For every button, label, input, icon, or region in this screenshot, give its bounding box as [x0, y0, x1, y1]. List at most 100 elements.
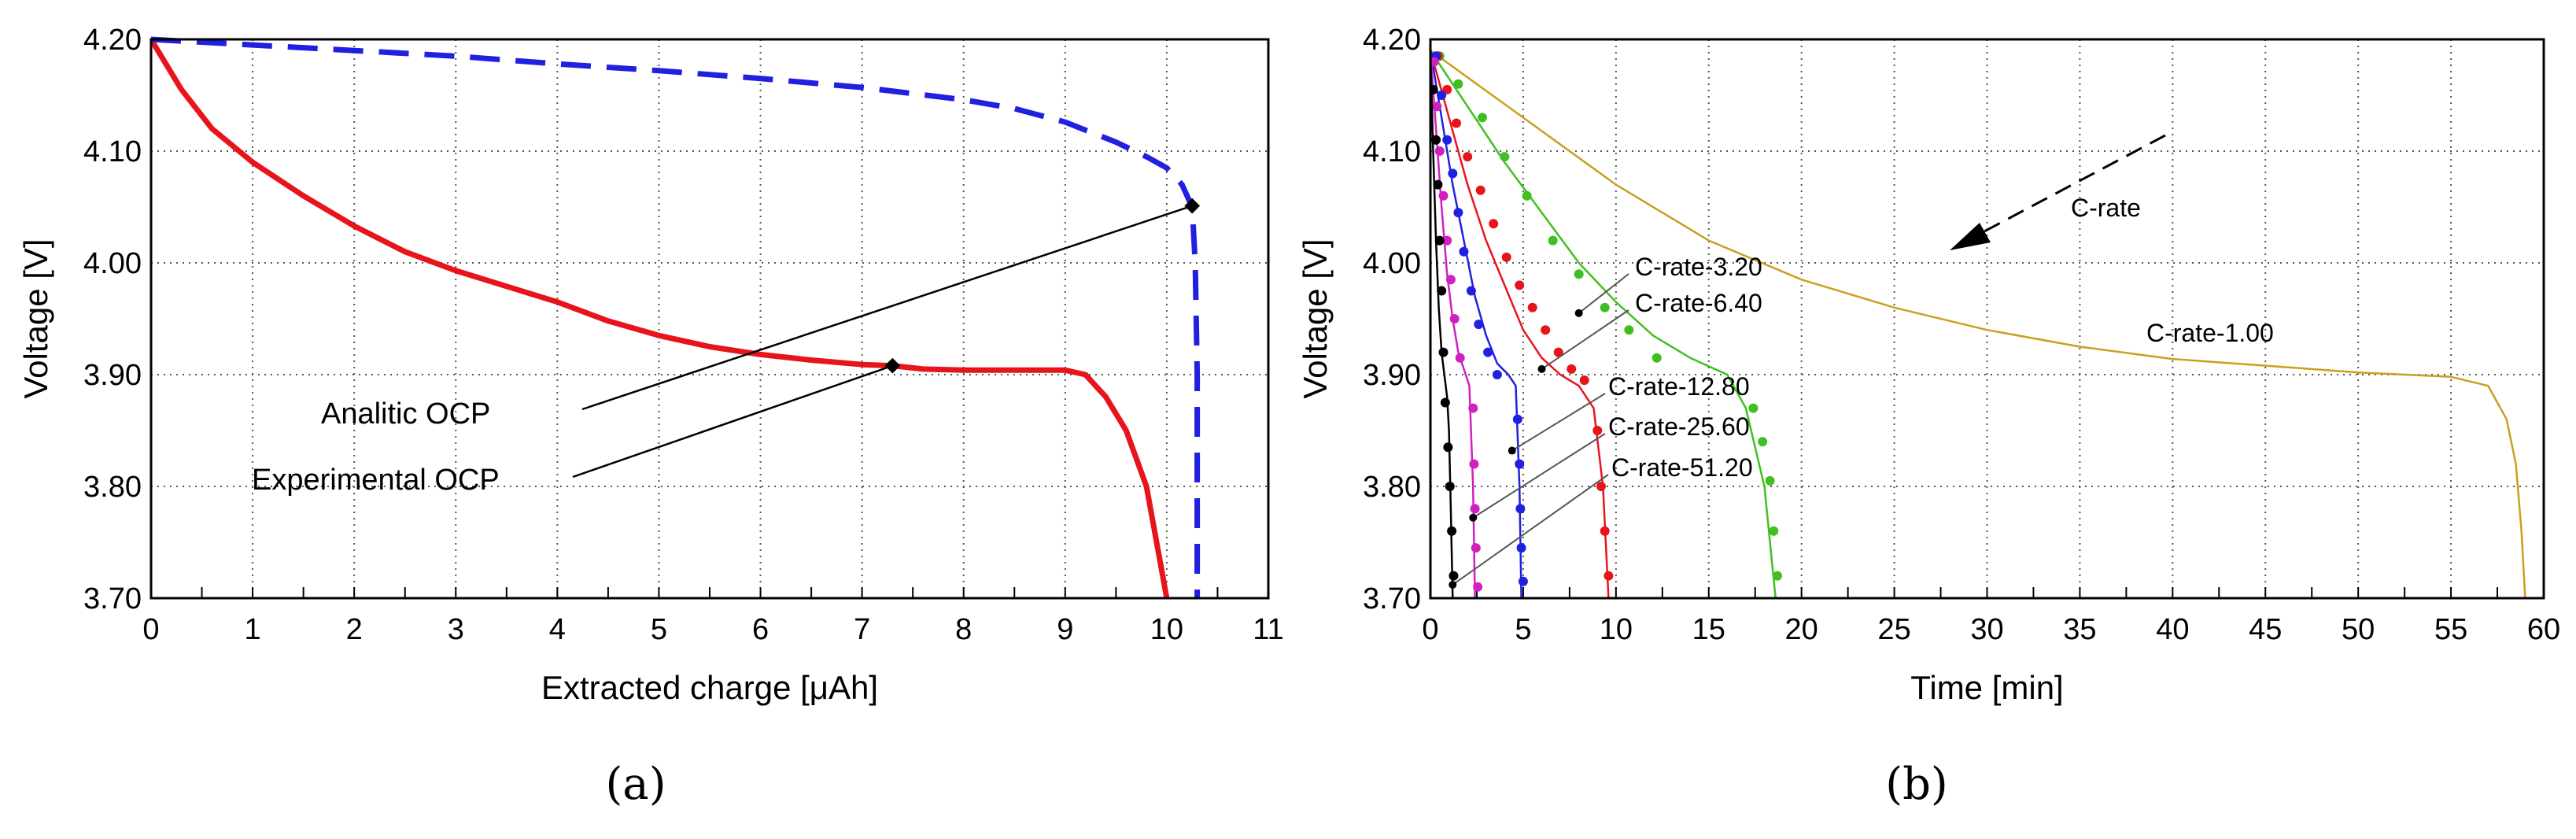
x-tick-label: 5 [651, 613, 667, 646]
point-c-rate-6-40-exp [1604, 571, 1614, 581]
y-tick-label: 3.90 [83, 359, 142, 392]
series-c-rate-25-60 [1430, 50, 1476, 599]
point-c-rate-6-40-exp [1553, 347, 1563, 357]
annotation-label: C-rate-3.20 [1635, 253, 1762, 281]
point-c-rate-3-20-exp [1624, 325, 1634, 335]
c-rate-arrowhead-icon [1950, 223, 1991, 250]
point-c-rate-12-80-exp [1518, 576, 1528, 586]
x-tick-label: 8 [955, 613, 972, 646]
point-c-rate-3-20-exp [1758, 437, 1768, 447]
x-tick-label: 55 [2434, 613, 2467, 646]
point-c-rate-12-80-exp [1453, 208, 1463, 218]
point-c-rate-6-40-exp [1463, 152, 1473, 162]
point-c-rate-3-20-exp [1769, 526, 1779, 536]
x-tick-label: 0 [142, 613, 159, 646]
point-c-rate-25-60-exp [1442, 235, 1452, 246]
annotation-marker [1184, 198, 1201, 214]
point-c-rate-25-60-exp [1434, 146, 1445, 156]
point-c-rate-25-60-exp [1471, 543, 1481, 553]
point-c-rate-25-60-exp [1469, 459, 1479, 469]
y-tick-label: 4.20 [83, 24, 142, 57]
point-c-rate-51-20-exp [1430, 84, 1438, 94]
x-tick-label: 10 [1600, 613, 1633, 646]
x-tick-label: 35 [2063, 613, 2096, 646]
point-c-rate-12-80-exp [1483, 347, 1493, 357]
point-c-rate-51-20-exp [1449, 571, 1459, 581]
annotation-label: C-rate-51.20 [1611, 453, 1753, 482]
annotation-label: C-rate-1.00 [2146, 319, 2274, 347]
point-c-rate-3-20-exp [1522, 190, 1532, 201]
point-c-rate-51-20-exp [1434, 235, 1445, 246]
point-c-rate-6-40-exp [1579, 375, 1589, 386]
point-c-rate-12-80-exp [1492, 370, 1502, 379]
point-c-rate-3-20-exp [1574, 269, 1584, 279]
annotation-leader [1541, 309, 1629, 370]
point-c-rate-25-60-exp [1438, 190, 1449, 201]
series-c-rate-6-40 [1430, 50, 1610, 599]
x-tick-label: 60 [2527, 613, 2560, 646]
point-c-rate-51-20-exp [1438, 347, 1449, 357]
point-c-rate-6-40-exp [1489, 219, 1499, 229]
x-tick-label: 6 [752, 613, 769, 646]
point-c-rate-6-40-exp [1452, 118, 1462, 128]
point-c-rate-3-20-exp [1478, 113, 1488, 123]
x-tick-label: 15 [1692, 613, 1725, 646]
point-c-rate-51-20-exp [1433, 179, 1443, 190]
y-tick-label: 4.00 [1363, 247, 1421, 280]
annotation-leader [1578, 273, 1629, 314]
annotation-leader [1452, 474, 1609, 586]
point-c-rate-51-20-exp [1431, 135, 1441, 145]
series-c-rate-3-20 [1430, 50, 1777, 599]
point-c-rate-6-40-exp [1475, 185, 1485, 195]
annotation-leader [572, 364, 893, 479]
annotation-marker [1449, 580, 1457, 589]
annotation-label: C-rate-6.40 [1635, 289, 1762, 317]
annotation-label: C-rate-25.60 [1608, 412, 1750, 441]
point-c-rate-25-60-exp [1430, 57, 1439, 67]
y-tick-label: 4.10 [1363, 135, 1421, 168]
point-c-rate-25-60-exp [1449, 314, 1460, 323]
series-c-rate-51-20 [1430, 50, 1454, 599]
series-c-rate-1-00 [1430, 50, 2526, 599]
annotation-marker [1574, 309, 1583, 317]
point-c-rate-12-80-exp [1516, 543, 1526, 553]
panel-b-chart: 0 5 10 15 20 25 30 35 40 45 50 55 60 3.70 3.80 3.90 4.00… [1297, 24, 2560, 706]
point-c-rate-25-60-exp [1470, 504, 1480, 514]
y-tick-label: 4.00 [83, 247, 142, 280]
axes-frame [149, 38, 1270, 600]
annotation-leader [1472, 433, 1606, 519]
y-tick-label: 3.80 [1363, 471, 1421, 504]
x-tick-label: 10 [1150, 613, 1183, 646]
annotation-label: Analitic OCP [321, 397, 490, 431]
annotation-marker [1508, 446, 1516, 455]
annotation-marker [1469, 513, 1478, 522]
point-c-rate-6-40-exp [1592, 426, 1603, 435]
annotation-leader [581, 205, 1193, 411]
point-c-rate-3-20-exp [1500, 152, 1510, 162]
point-c-rate-6-40-exp [1600, 526, 1610, 536]
point-c-rate-3-20-exp [1453, 79, 1463, 89]
x-tick-label: 9 [1057, 613, 1073, 646]
point-c-rate-6-40-exp [1527, 302, 1537, 312]
point-c-rate-51-20-exp [1443, 442, 1453, 453]
plot-area [1430, 50, 2526, 599]
point-c-rate-3-20-exp [1748, 403, 1759, 413]
point-c-rate-51-20-exp [1447, 526, 1457, 536]
point-c-rate-25-60-exp [1473, 582, 1483, 592]
point-c-rate-25-60-exp [1468, 403, 1478, 413]
point-c-rate-25-60-exp [1445, 275, 1456, 285]
point-c-rate-6-40-exp [1501, 252, 1511, 262]
y-tick-label: 3.70 [1363, 582, 1421, 615]
x-tick-label: 1 [245, 613, 261, 646]
panel-b-label: (b) [1885, 759, 1948, 810]
point-c-rate-12-80-exp [1466, 286, 1476, 296]
y-axis-title: Voltage [V] [17, 238, 54, 398]
annotation-leader [1511, 393, 1606, 452]
annotation-marker [1537, 364, 1546, 373]
point-c-rate-12-80-exp [1448, 168, 1458, 179]
x-tick-label: 11 [1253, 613, 1283, 646]
point-c-rate-25-60-exp [1432, 102, 1442, 112]
x-tick-label: 4 [549, 613, 566, 646]
x-tick-label: 45 [2249, 613, 2282, 646]
point-c-rate-51-20-exp [1440, 397, 1450, 408]
